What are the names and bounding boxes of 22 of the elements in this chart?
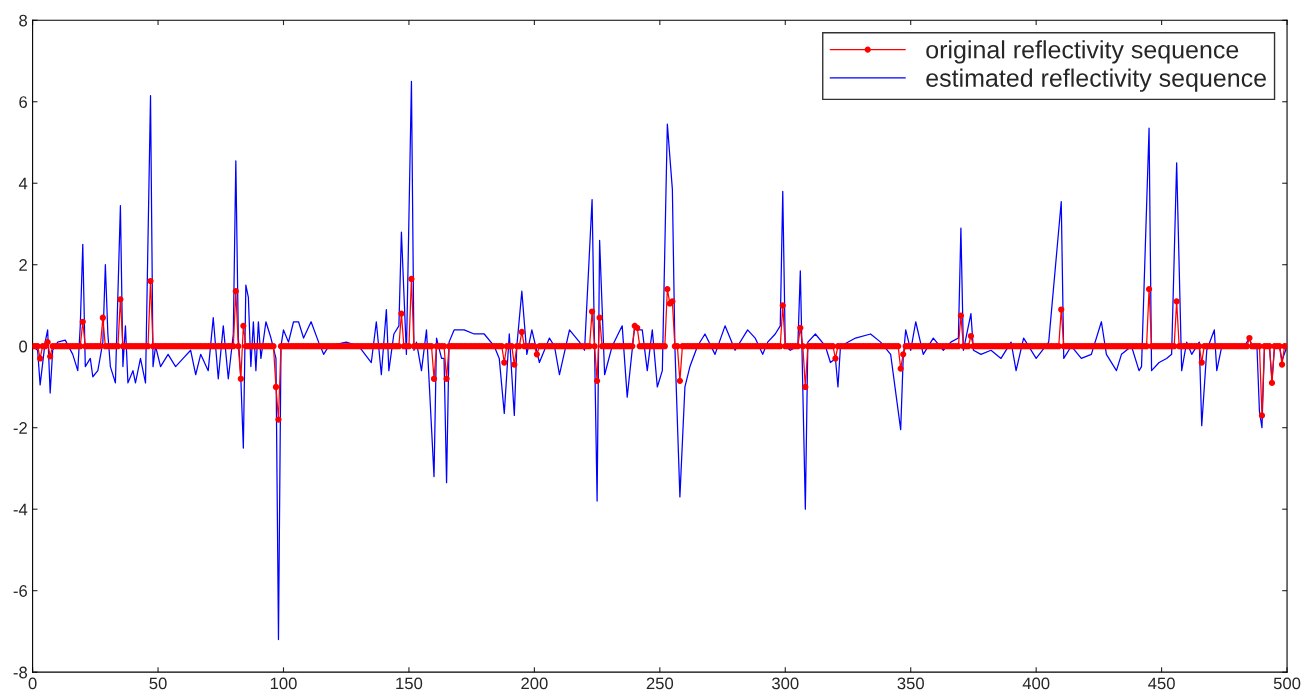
x-tick-label: 300 [772,677,799,690]
x-tick-label: 50 [149,677,167,690]
legend-label: estimated reflectivity sequence [926,68,1266,92]
y-tick-label: -8 [13,666,28,679]
x-tick-label: 350 [897,677,924,690]
x-tick-label: 0 [28,677,37,690]
x-tick-label: 100 [270,677,297,690]
x-tick-label: 450 [1148,677,1175,690]
legend-label: original reflectivity sequence [926,40,1239,64]
y-tick-label: 8 [19,14,28,27]
x-tick-label: 500 [1273,677,1301,690]
y-tick-label: 4 [18,177,28,190]
y-tick-label: -4 [13,503,28,516]
x-tick-label: 150 [396,677,423,690]
y-tick-label: -6 [13,585,28,597]
x-tick-label: 200 [521,677,548,690]
y-tick-label: -2 [13,422,27,434]
x-tick-label: 250 [646,677,674,690]
y-tick-label: 6 [19,96,28,108]
x-tick-label: 400 [1022,677,1050,690]
y-tick-label: 2 [19,259,27,271]
y-tick-label: 0 [19,340,28,353]
